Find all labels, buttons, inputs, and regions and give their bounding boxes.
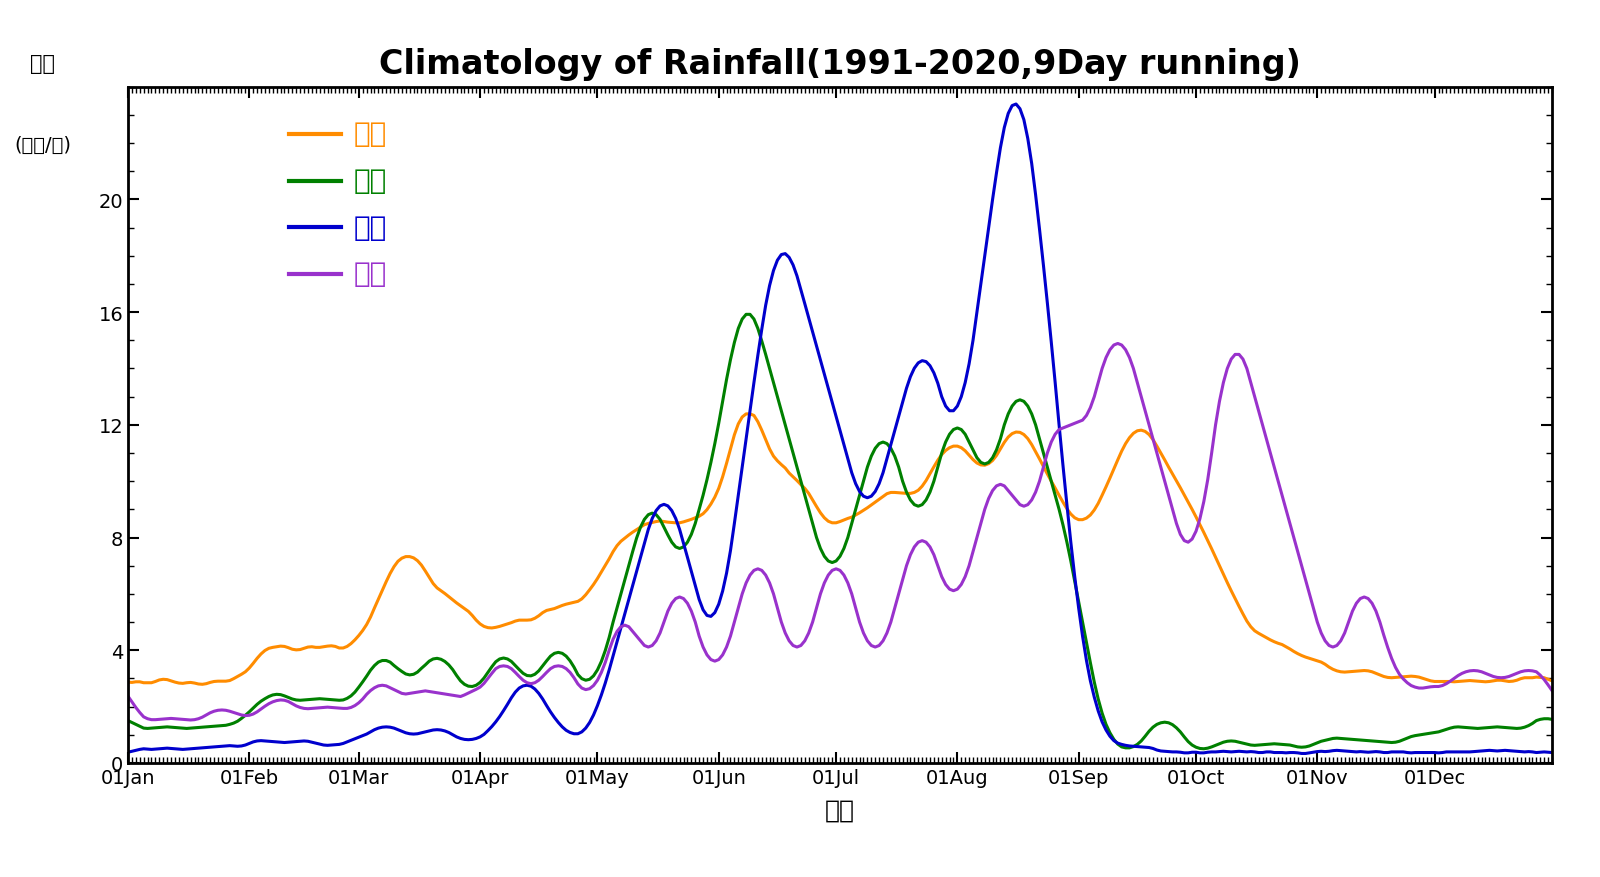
X-axis label: 時間: 時間 [826, 798, 854, 822]
Text: (毫米/日): (毫米/日) [14, 136, 70, 155]
Title: Climatology of Rainfall(1991-2020,9Day running): Climatology of Rainfall(1991-2020,9Day r… [379, 48, 1301, 81]
Text: 雨量: 雨量 [30, 54, 54, 75]
Legend: 台北, 台中, 高雄, 花蓮: 台北, 台中, 高雄, 花蓮 [282, 111, 395, 296]
